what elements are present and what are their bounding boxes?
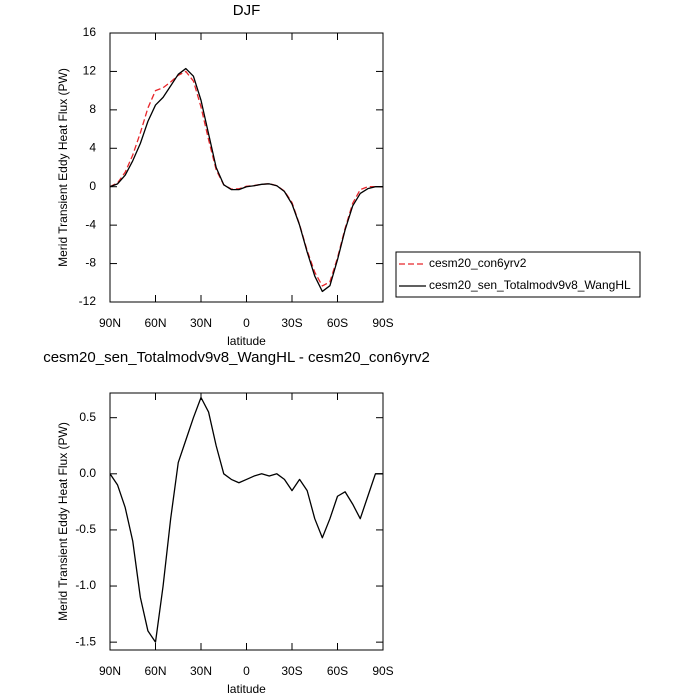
- y-axis-label: Merid Transient Eddy Heat Flux (PW): [56, 68, 70, 267]
- y-tick-label: -12: [79, 294, 97, 308]
- x-tick-label: 90N: [99, 664, 121, 678]
- x-tick-label: 30N: [190, 316, 212, 330]
- data-line: [109, 396, 383, 643]
- y-tick-label: 12: [83, 64, 97, 78]
- y-tick-label: -0.5: [75, 522, 96, 536]
- legend-label: cesm20_sen_Totalmodv9v8_WangHL: [429, 278, 631, 292]
- x-tick-label: 60N: [144, 664, 166, 678]
- chart-title: DJF: [233, 2, 261, 19]
- x-tick-label: 90N: [99, 316, 121, 330]
- y-tick-label: 8: [89, 102, 96, 116]
- chart-title: cesm20_sen_Totalmodv9v8_WangHL - cesm20_…: [43, 349, 430, 366]
- y-tick-label: 0.0: [79, 466, 96, 480]
- y-tick-label: -8: [85, 256, 96, 270]
- x-tick-label: 90S: [372, 316, 393, 330]
- y-tick-label: 16: [83, 25, 97, 39]
- x-tick-label: 30S: [281, 664, 302, 678]
- y-tick-label: 0.5: [79, 410, 96, 424]
- data-line: [109, 67, 383, 293]
- x-tick-label: 30N: [190, 664, 212, 678]
- x-tick-label: 30S: [281, 316, 302, 330]
- legend-label: cesm20_con6yrv2: [429, 256, 527, 270]
- y-tick-label: -1.5: [75, 634, 96, 648]
- x-axis-label: latitude: [227, 682, 266, 696]
- plot-frame: [109, 392, 384, 651]
- x-tick-label: 60S: [327, 664, 348, 678]
- x-tick-label: 60S: [327, 316, 348, 330]
- data-line: [109, 70, 383, 287]
- y-tick-label: 4: [89, 140, 96, 154]
- x-tick-label: 0: [243, 316, 250, 330]
- x-axis-label: latitude: [227, 334, 266, 348]
- y-tick-label: -1.0: [75, 578, 96, 592]
- y-tick-label: -4: [85, 217, 96, 231]
- x-tick-label: 0: [243, 664, 250, 678]
- x-tick-label: 60N: [144, 316, 166, 330]
- plot-frame: [109, 32, 384, 303]
- y-axis-label: Merid Transient Eddy Heat Flux (PW): [56, 422, 70, 621]
- legend-box: [395, 251, 641, 298]
- y-tick-label: 0: [89, 179, 96, 193]
- x-tick-label: 90S: [372, 664, 393, 678]
